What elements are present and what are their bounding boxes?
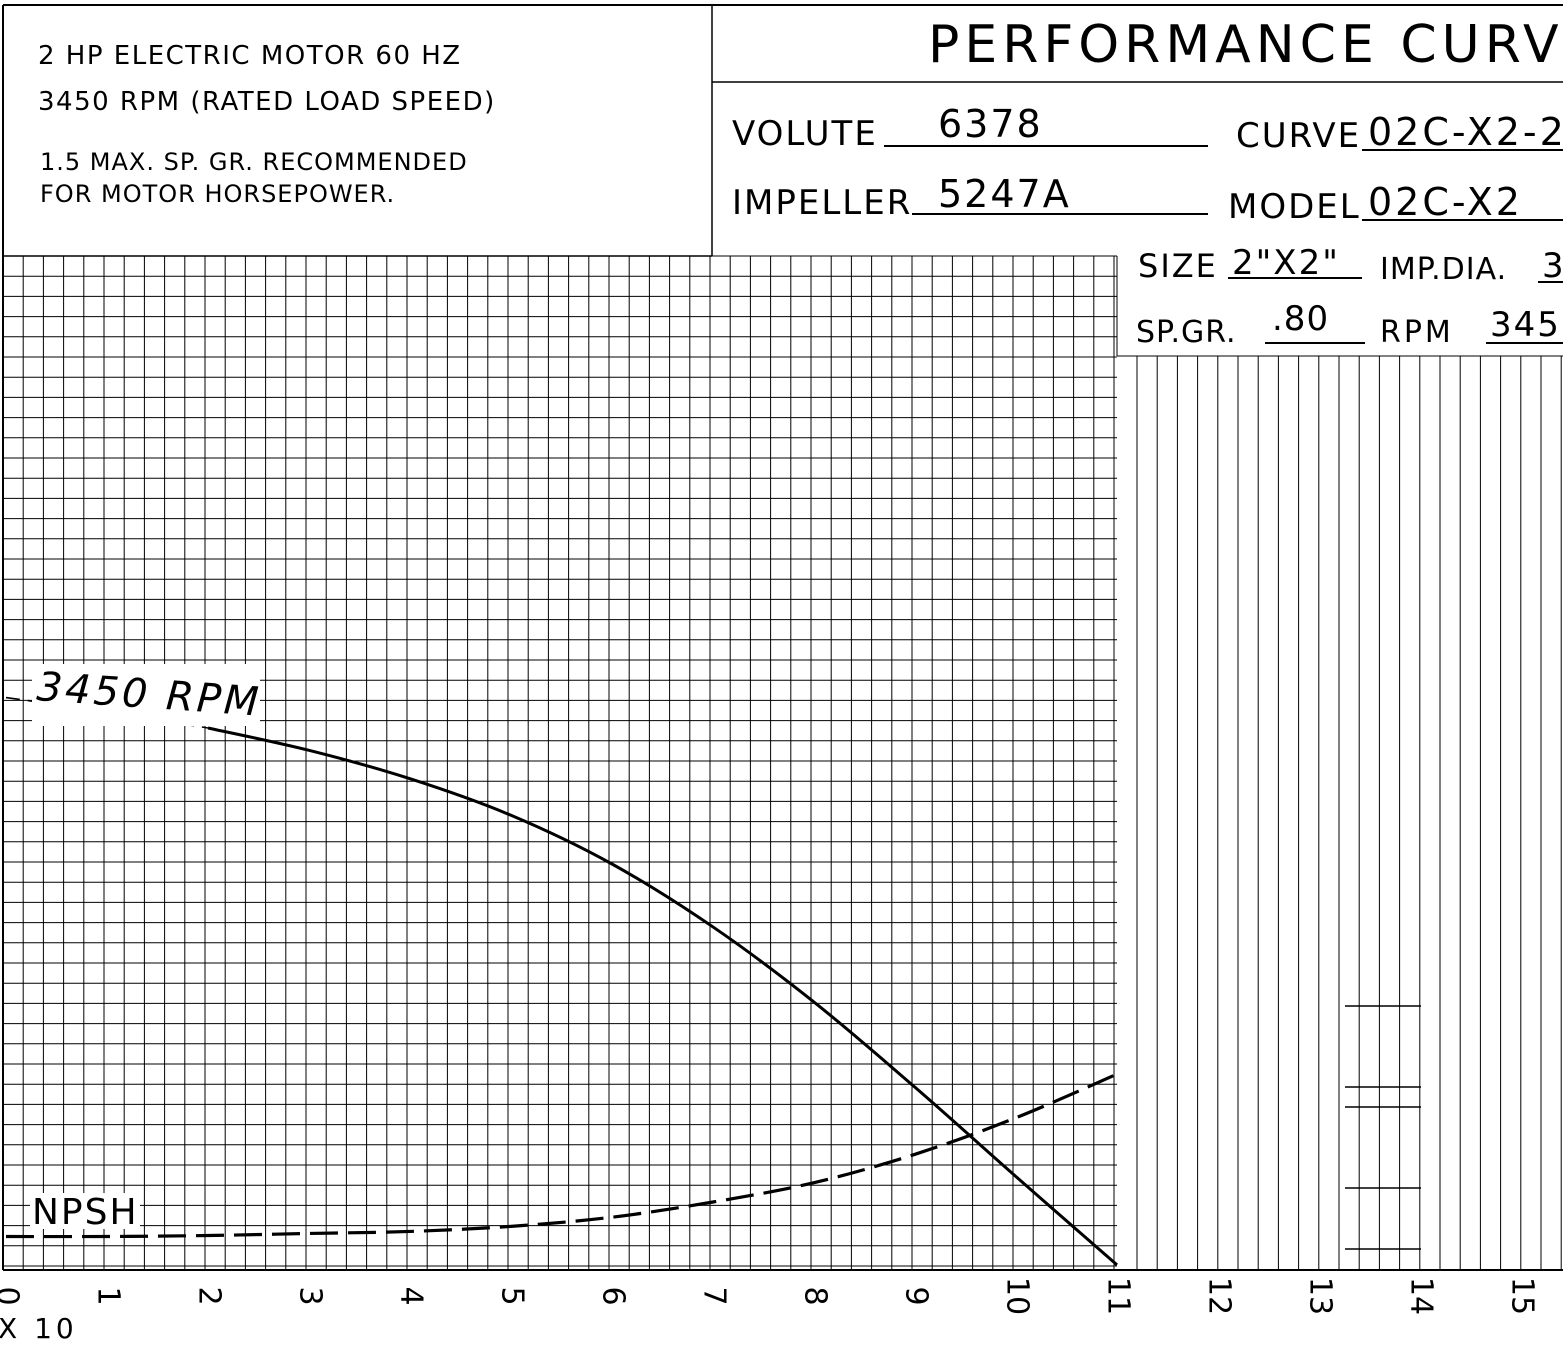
npsh-curve-label: NPSH bbox=[32, 1192, 139, 1233]
grid-lines-right bbox=[1116, 256, 1563, 1270]
size-value: 2"X2" bbox=[1232, 243, 1340, 283]
model-field: MODEL 02C-X2 bbox=[1228, 180, 1563, 227]
impeller-field: IMPELLER 5247A bbox=[732, 172, 1208, 223]
curve-label: CURVE bbox=[1236, 116, 1361, 156]
impeller-value: 5247A bbox=[938, 172, 1071, 216]
impdia-value: 3 bbox=[1542, 246, 1563, 286]
rpm-label-box bbox=[32, 664, 260, 726]
size-label: SIZE bbox=[1138, 247, 1218, 285]
x-tick-label: 9 bbox=[899, 1286, 934, 1305]
chart-title: PERFORMANCE CURVE bbox=[928, 15, 1563, 75]
x-tick-labels: 0123456789101112131415 bbox=[0, 1277, 1540, 1315]
size-field: SIZE 2"X2" IMP.DIA. 3 bbox=[1138, 243, 1563, 287]
title-block-frame bbox=[2, 4, 1563, 1271]
impeller-label: IMPELLER bbox=[732, 183, 912, 223]
spgr-note-line-2: FOR MOTOR HORSEPOWER. bbox=[40, 180, 395, 208]
x-tick-label: 5 bbox=[495, 1286, 530, 1305]
grid-tick-marks bbox=[1345, 1005, 1421, 1250]
x-tick-label: 12 bbox=[1202, 1277, 1237, 1315]
curve-layer bbox=[5, 696, 1118, 1267]
spgr-label: SP.GR. bbox=[1136, 315, 1237, 350]
x-multiplier-label: X 10 bbox=[0, 1312, 78, 1345]
spgr-field: SP.GR. .80 RPM 345 bbox=[1136, 299, 1563, 350]
motor-spec-line-1: 2 HP ELECTRIC MOTOR 60 HZ bbox=[38, 41, 462, 71]
x-tick-label: 11 bbox=[1101, 1277, 1136, 1315]
model-label: MODEL bbox=[1228, 187, 1361, 227]
x-tick-label: 10 bbox=[1000, 1277, 1035, 1315]
x-tick-label: 8 bbox=[798, 1286, 833, 1305]
x-tick-label: 13 bbox=[1303, 1277, 1338, 1315]
x-tick-label: 15 bbox=[1505, 1277, 1540, 1315]
motor-spec-line-2: 3450 RPM (RATED LOAD SPEED) bbox=[38, 87, 496, 117]
grid-lines-left bbox=[2, 255, 1117, 1270]
npsh-curve bbox=[5, 1072, 1118, 1239]
rpm-label: RPM bbox=[1380, 315, 1454, 350]
volute-value: 6378 bbox=[938, 102, 1043, 146]
x-tick-label: 4 bbox=[394, 1286, 429, 1305]
curve-value: 02C-X2-2 bbox=[1368, 110, 1563, 154]
x-tick-label: 7 bbox=[697, 1286, 732, 1305]
spgr-value: .80 bbox=[1272, 299, 1329, 339]
npsh-label-box bbox=[30, 1193, 140, 1229]
spgr-note-line-1: 1.5 MAX. SP. GR. RECOMMENDED bbox=[40, 148, 468, 176]
volute-field: VOLUTE 6378 bbox=[732, 102, 1208, 154]
model-value: 02C-X2 bbox=[1368, 180, 1523, 224]
x-tick-label: 2 bbox=[192, 1286, 227, 1305]
x-tick-label: 0 bbox=[0, 1286, 25, 1305]
head-curve-3450-rpm bbox=[207, 726, 1118, 1267]
impdia-label: IMP.DIA. bbox=[1380, 252, 1507, 287]
x-tick-label: 1 bbox=[91, 1286, 126, 1305]
rpm-value: 345 bbox=[1490, 305, 1561, 345]
x-tick-label: 3 bbox=[293, 1286, 328, 1305]
x-tick-label: 14 bbox=[1404, 1277, 1439, 1315]
curve-field: CURVE 02C-X2-2 bbox=[1236, 110, 1563, 156]
volute-label: VOLUTE bbox=[732, 114, 878, 154]
x-tick-label: 6 bbox=[596, 1286, 631, 1305]
